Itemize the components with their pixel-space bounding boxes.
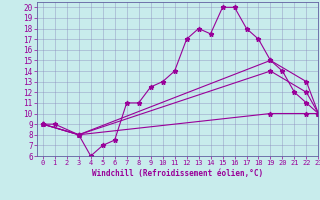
X-axis label: Windchill (Refroidissement éolien,°C): Windchill (Refroidissement éolien,°C): [92, 169, 263, 178]
